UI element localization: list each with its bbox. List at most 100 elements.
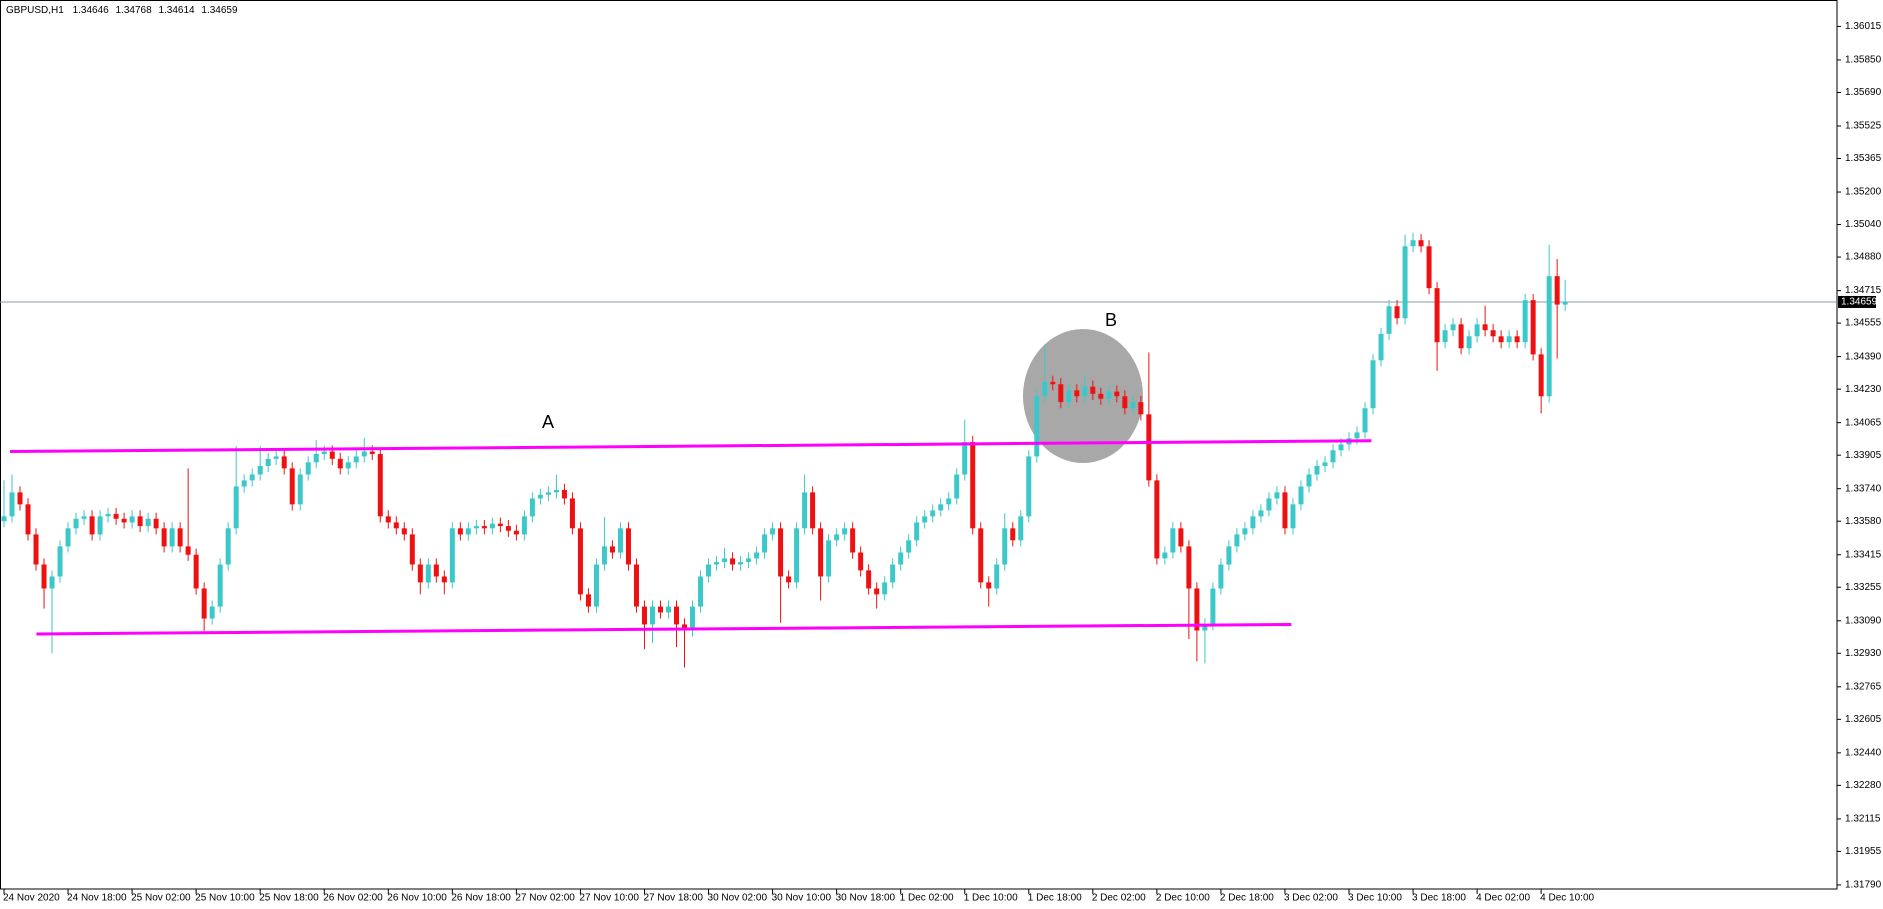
candle-body	[1306, 474, 1312, 487]
candle-body	[794, 528, 800, 583]
candle-body	[1058, 384, 1064, 403]
candle-body	[1402, 246, 1408, 319]
candle-body	[49, 576, 55, 589]
candle-body	[906, 540, 912, 553]
candle-body	[1458, 324, 1464, 349]
candle-body	[786, 576, 792, 583]
candle-body	[874, 588, 880, 595]
candle-body	[505, 526, 511, 531]
candle-body	[850, 528, 856, 553]
candle-body	[954, 474, 960, 499]
candle-body	[1546, 276, 1552, 397]
candle-body	[1170, 528, 1176, 553]
y-tick-label: 1.36015	[1845, 21, 1882, 32]
annotation: B	[1105, 310, 1117, 330]
candle-body	[1098, 393, 1104, 399]
candle-body	[1354, 432, 1360, 439]
candle-body	[1386, 306, 1392, 334]
y-tick-label: 1.35525	[1845, 121, 1882, 132]
candle-body	[1538, 354, 1544, 397]
candle-body	[1090, 386, 1096, 394]
candle-body	[409, 534, 415, 565]
candle-body	[553, 489, 559, 493]
candle-body	[1378, 333, 1384, 361]
candle-body	[986, 582, 992, 589]
candle-body	[898, 552, 904, 565]
candle-body	[201, 588, 207, 619]
candle-body	[1226, 546, 1232, 565]
candle-body	[762, 534, 768, 553]
x-tick-label: 25 Nov 18:00	[259, 893, 319, 904]
candle-body	[1082, 386, 1088, 397]
candle-body	[521, 516, 527, 535]
candle-body	[746, 558, 752, 563]
candle-body	[914, 522, 920, 541]
candle-body	[625, 528, 631, 565]
x-tick-label: 1 Dec 02:00	[900, 893, 954, 904]
candle-body	[209, 606, 215, 619]
candle-body	[297, 474, 303, 505]
candle-body	[449, 528, 455, 583]
y-tick-label: 1.34230	[1845, 384, 1882, 395]
chart-header: GBPUSD,H1 1.34646 1.34768 1.34614 1.3465…	[6, 5, 238, 16]
candle-body	[89, 516, 95, 535]
candle-body	[601, 546, 607, 565]
candle-body	[690, 606, 696, 631]
candle-body	[609, 546, 615, 553]
candle-body	[1018, 516, 1024, 541]
candle-body	[441, 576, 447, 583]
candle-body	[730, 558, 736, 565]
candle-body	[1418, 240, 1424, 247]
candle-body	[1530, 300, 1536, 355]
candle-body	[1250, 516, 1256, 529]
candle-body	[882, 582, 888, 595]
candle-body	[529, 498, 535, 517]
candle-body	[1426, 246, 1432, 289]
x-tick-label: 1 Dec 18:00	[1028, 893, 1082, 904]
candle-body	[641, 606, 647, 625]
candle-body	[1482, 324, 1488, 331]
candle-body	[569, 498, 575, 529]
candle-body	[1322, 462, 1328, 466]
candle-body	[185, 546, 191, 555]
candle-body	[1450, 324, 1456, 331]
candle-body	[1042, 381, 1048, 397]
candle-body	[657, 606, 663, 613]
candle-body	[1466, 336, 1472, 349]
candle-body	[1218, 564, 1224, 589]
candle-body	[361, 451, 367, 457]
candle-body	[433, 564, 439, 577]
candle-body	[65, 528, 71, 547]
y-tick-label: 1.34715	[1845, 285, 1882, 296]
candle-body	[1314, 465, 1320, 475]
candle-body	[1010, 528, 1016, 541]
candle-body	[1002, 528, 1008, 565]
x-tick-label: 24 Nov 18:00	[67, 893, 127, 904]
y-tick-label: 1.32605	[1845, 714, 1882, 725]
x-tick-label: 3 Dec 18:00	[1412, 893, 1466, 904]
y-tick-label: 1.35850	[1845, 55, 1882, 66]
candle-body	[1106, 391, 1112, 399]
candle-body	[818, 528, 824, 577]
candle-body	[489, 523, 495, 529]
candle-body	[217, 564, 223, 607]
candle-body	[193, 554, 199, 589]
x-tick-label: 24 Nov 2020	[3, 893, 60, 904]
candle-body	[1522, 300, 1528, 343]
candle-body	[866, 570, 872, 589]
y-tick-label: 1.32930	[1845, 648, 1882, 659]
x-tick-label: 4 Dec 10:00	[1540, 893, 1594, 904]
candle-body	[305, 462, 311, 475]
x-tick-label: 30 Nov 18:00	[836, 893, 896, 904]
y-tick-label: 1.32440	[1845, 747, 1882, 758]
y-tick-label: 1.35690	[1845, 87, 1882, 98]
candle-body	[1234, 534, 1240, 547]
candle-body	[1338, 444, 1344, 451]
y-tick-label: 1.32765	[1845, 681, 1882, 692]
candle-body	[345, 462, 351, 469]
candle-body	[1210, 588, 1216, 625]
candle-body	[377, 453, 383, 517]
candle-body	[826, 540, 832, 577]
candle-body	[633, 564, 639, 607]
y-tick-label: 1.34065	[1845, 417, 1882, 428]
